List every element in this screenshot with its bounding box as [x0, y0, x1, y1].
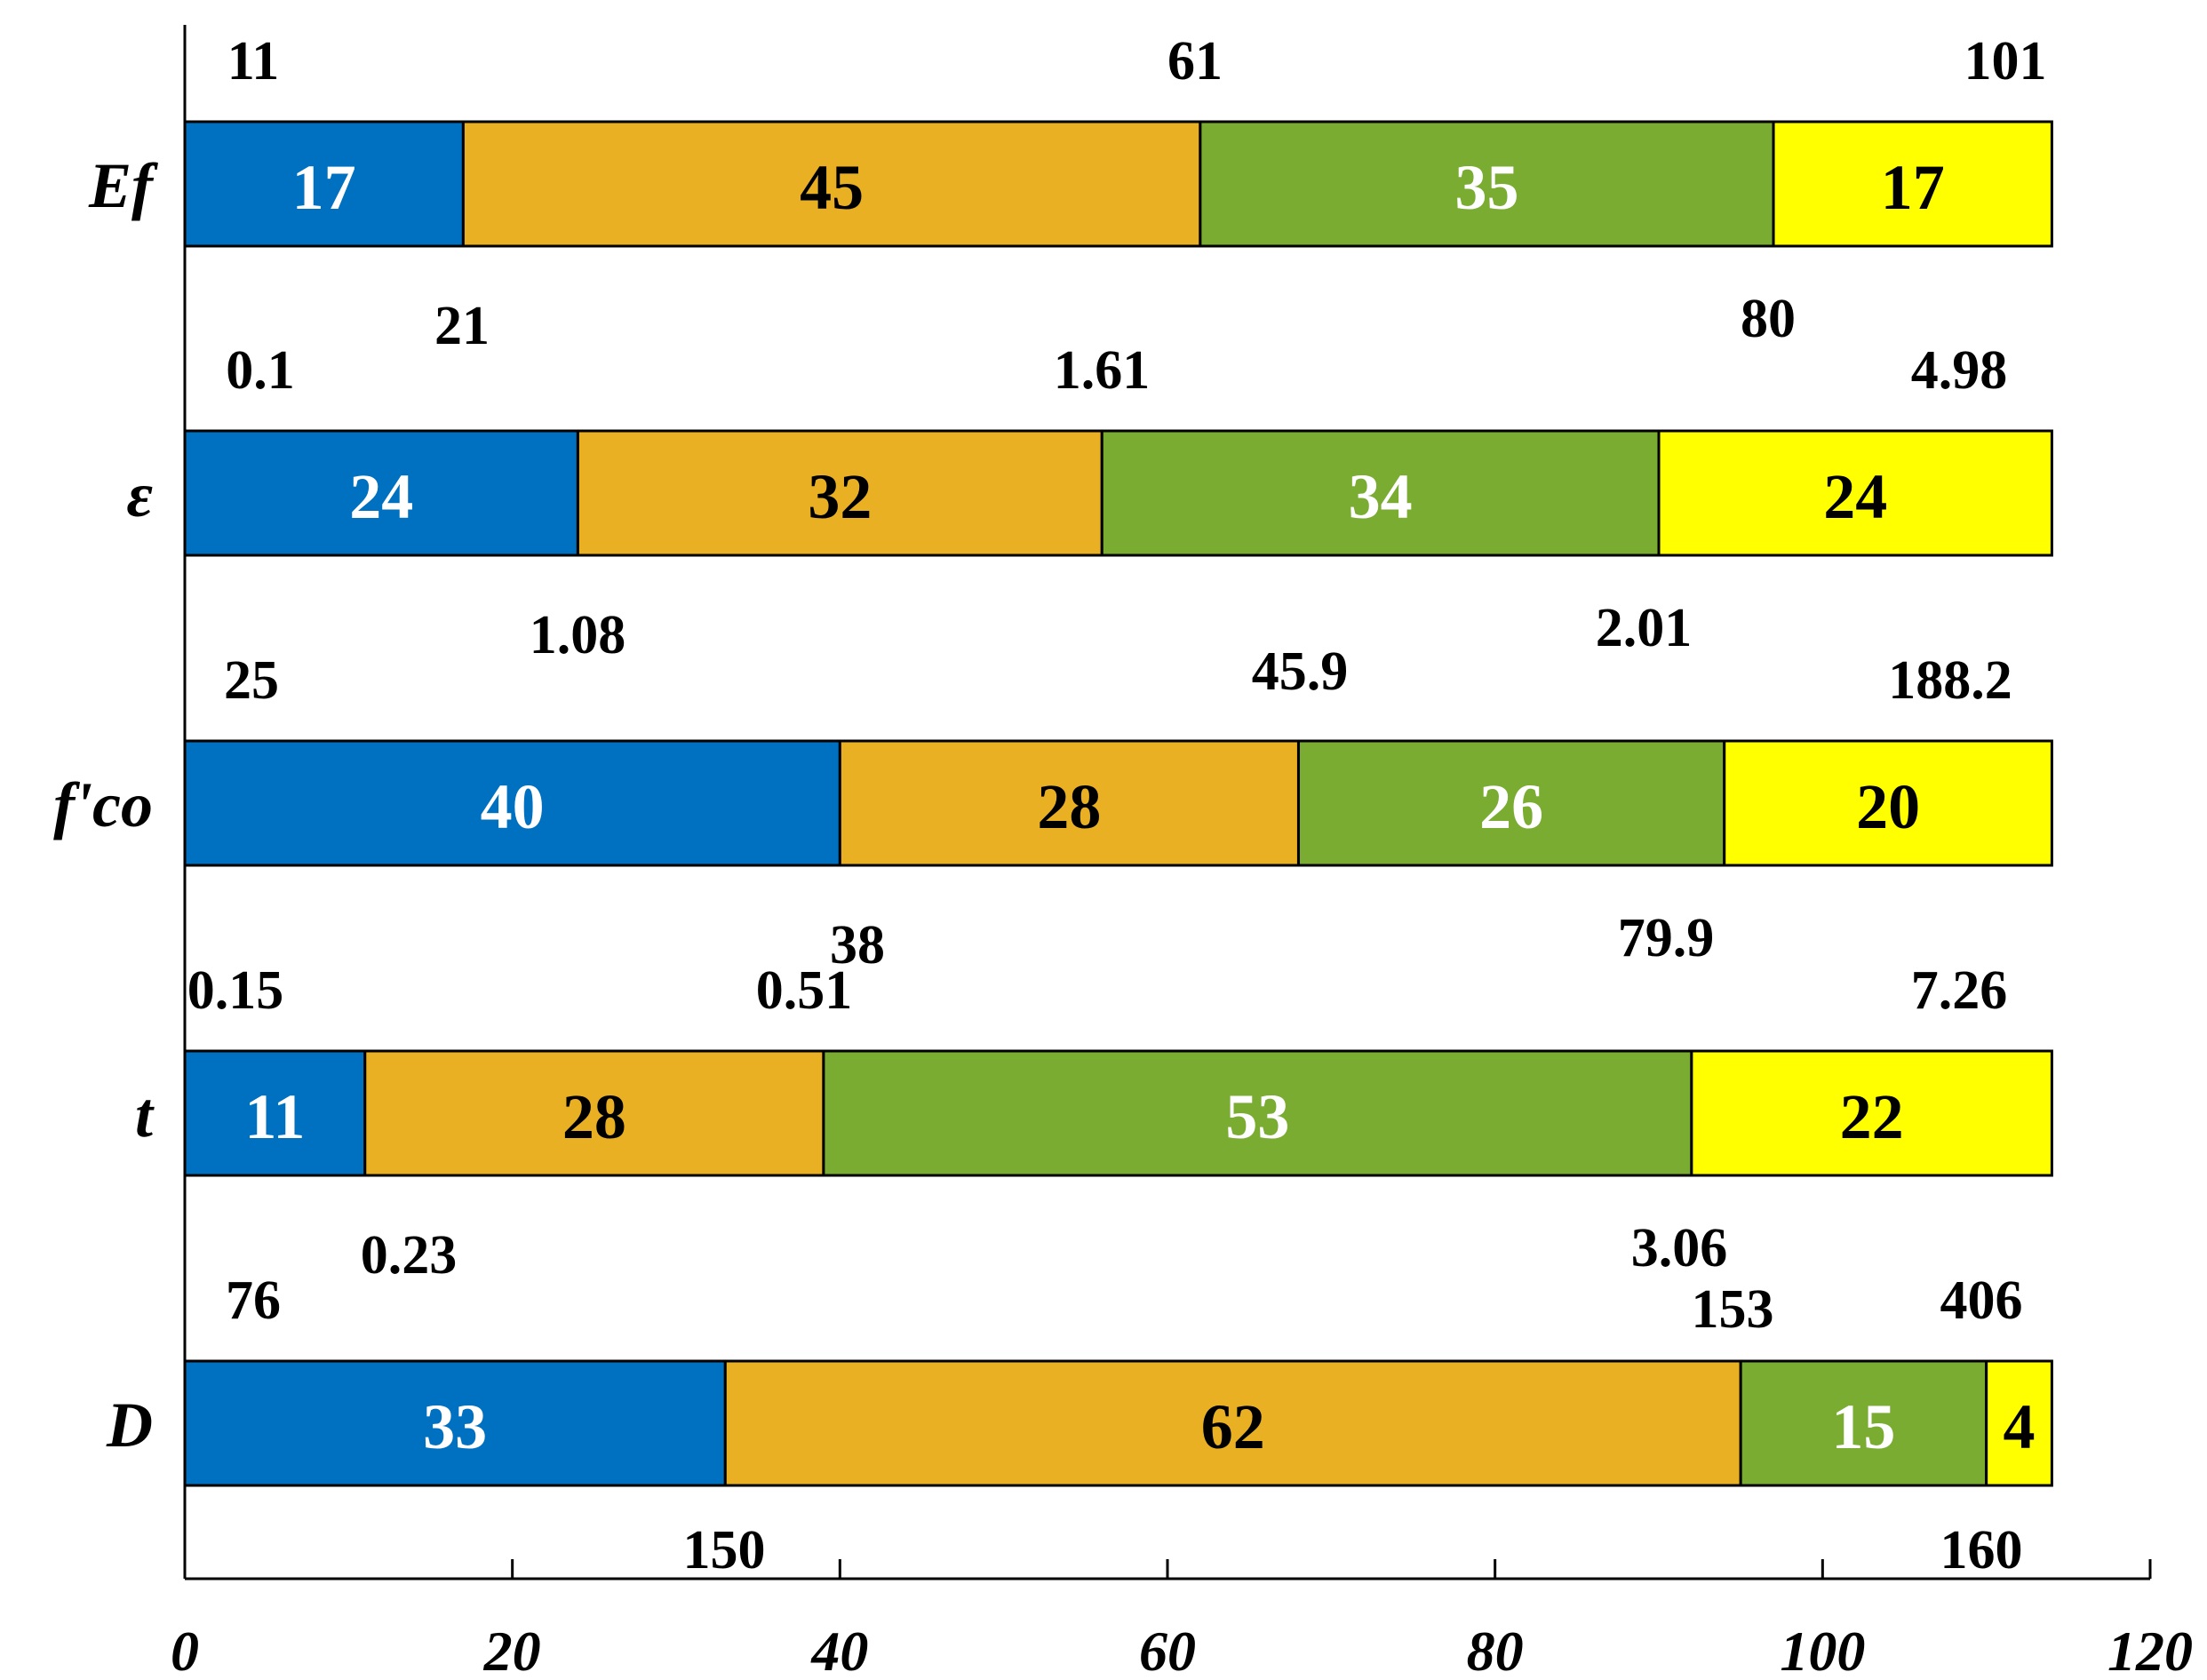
range-bound-label: 76: [226, 1270, 281, 1331]
bar-segment-f'co-2: [838, 739, 1300, 867]
segment-value-label: 4: [2004, 1391, 2036, 1462]
range-bound-label: 45.9: [1252, 641, 1349, 702]
segment-value-label: 32: [808, 461, 872, 532]
range-bound-label: 0.23: [361, 1225, 458, 1286]
segment-value-label: 53: [1225, 1081, 1289, 1152]
segment-value-label: 35: [1454, 152, 1518, 223]
segment-value-label: 24: [1823, 461, 1887, 532]
x-tick-label: 60: [1139, 1620, 1196, 1680]
bar-segment-t-2: [363, 1049, 825, 1177]
range-bound-label: 11: [227, 31, 280, 92]
range-bound-label: 160: [1940, 1520, 2023, 1580]
segment-value-label: 17: [1881, 152, 1945, 223]
range-bound-label: 406: [1940, 1270, 2023, 1331]
range-bound-label: 1.61: [1054, 340, 1151, 401]
bar-segment-ε-2: [576, 429, 1104, 557]
segment-value-label: 28: [1037, 771, 1101, 842]
range-bound-label: 80: [1741, 289, 1796, 349]
category-label: Ef: [88, 150, 158, 221]
range-bound-label: 0.15: [187, 960, 284, 1021]
bar-segment-ε-1: [183, 429, 579, 557]
range-bound-label: 21: [434, 296, 490, 356]
bar-segment-ε-4: [1657, 429, 2053, 557]
range-bound-label: 2.01: [1596, 598, 1693, 658]
segment-value-label: 40: [481, 771, 545, 842]
bar-segment-D-2: [723, 1359, 1742, 1487]
segment-value-label: 22: [1840, 1081, 1904, 1152]
segment-value-label: 28: [562, 1081, 626, 1152]
range-bound-label: 38: [830, 915, 885, 975]
segment-value-label: 33: [423, 1391, 487, 1462]
x-tick-label: 80: [1467, 1620, 1524, 1680]
segment-value-label: 15: [1831, 1391, 1895, 1462]
range-bound-label: 153: [1692, 1279, 1774, 1340]
segment-value-label: 17: [292, 152, 356, 223]
bar-segment-Ef-4: [1772, 120, 2053, 248]
range-bound-label: 0.51: [756, 960, 853, 1021]
range-bound-label: 25: [224, 650, 279, 711]
range-bound-label: 0.1: [226, 340, 295, 401]
bar-segment-t-4: [1690, 1049, 2053, 1177]
category-label: ε: [126, 459, 153, 530]
range-bound-label: 61: [1167, 31, 1223, 92]
bar-segment-ε-3: [1100, 429, 1661, 557]
segment-value-label: 11: [244, 1081, 305, 1152]
category-label: f'co: [53, 769, 153, 840]
segment-value-label: 62: [1201, 1391, 1265, 1462]
x-tick-label: 0: [171, 1620, 199, 1680]
segment-value-label: 20: [1856, 771, 1920, 842]
segment-value-label: 24: [349, 461, 413, 532]
range-bound-label: 101: [1964, 31, 2047, 92]
bar-segment-f'co-4: [1723, 739, 2053, 867]
range-bound-label: 188.2: [1888, 650, 2012, 711]
bar-segment-Ef-3: [1199, 120, 1775, 248]
range-bound-label: 7.26: [1911, 960, 2008, 1021]
bar-segment-D-4: [1985, 1359, 2053, 1487]
bar-segment-Ef-1: [183, 120, 465, 248]
range-bound-label: 79.9: [1618, 908, 1715, 968]
segment-value-label: 26: [1479, 771, 1543, 842]
x-tick-label: 40: [810, 1620, 868, 1680]
range-bound-label: 1.08: [530, 605, 626, 665]
chart-labels: 0 20 40 60 80 100 120 17 45 35 17 Ef 11 61 101 21 80 24 32…: [53, 31, 2193, 1680]
segment-value-label: 34: [1349, 461, 1413, 532]
category-label: D: [106, 1389, 153, 1461]
x-tick-label: 120: [2107, 1620, 2193, 1680]
category-label: t: [135, 1079, 155, 1151]
bar-segment-t-1: [183, 1049, 367, 1177]
bar-segments: [183, 120, 2053, 1487]
x-tick-label: 100: [1780, 1620, 1865, 1680]
range-bound-label: 150: [683, 1520, 766, 1580]
range-bound-label: 4.98: [1911, 340, 2008, 401]
x-tick-label: 20: [483, 1620, 541, 1680]
axes: [183, 25, 2152, 1580]
range-bound-label: 3.06: [1631, 1218, 1728, 1278]
bar-segment-D-3: [1739, 1359, 1988, 1487]
segment-value-label: 45: [800, 152, 864, 223]
bar-segment-Ef-2: [461, 120, 1202, 248]
